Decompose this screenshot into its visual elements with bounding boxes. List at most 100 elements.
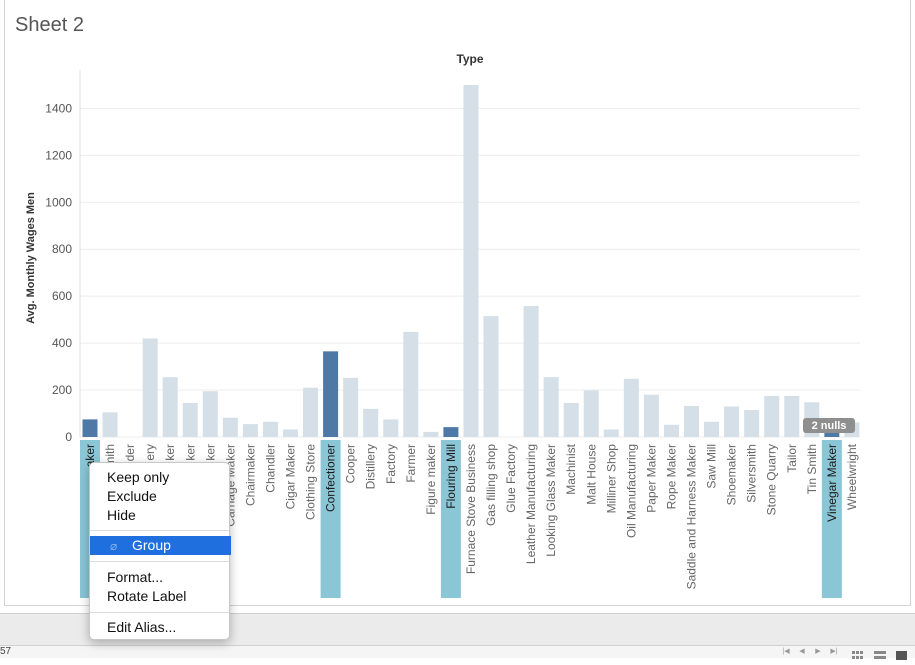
menu-hide[interactable]: Hide: [107, 507, 136, 523]
y-tick-label: 200: [52, 383, 72, 397]
bar: [684, 406, 699, 437]
x-tick-label: Silversmith: [745, 444, 759, 503]
selected-label-highlight: [821, 440, 842, 598]
bar: [643, 394, 659, 437]
filmstrip-view-icon[interactable]: [874, 647, 886, 659]
y-tick-label: 400: [52, 336, 72, 350]
menu-separator: [90, 530, 229, 531]
bar: [744, 410, 760, 437]
y-tick-label: 0: [65, 430, 72, 444]
x-tick-label: Wheelwright: [845, 443, 859, 510]
x-tick-label: ker: [183, 444, 197, 461]
bar: [623, 378, 639, 437]
bar: [443, 427, 459, 437]
menu-format[interactable]: Format...: [107, 569, 164, 585]
y-axis-label: Avg. Monthly Wages Men: [25, 192, 37, 324]
x-tick-label: Paper Maker: [644, 444, 658, 513]
x-tick-label: Distillery: [364, 444, 378, 489]
bar: [102, 412, 118, 437]
context-menu: Keep only Exclude Hide ⌀ Group Format... …: [89, 462, 231, 640]
bar: [403, 331, 419, 437]
bar: [784, 395, 800, 437]
menu-edit-alias[interactable]: Edit Alias...: [107, 619, 177, 635]
x-tick-label: Chandler: [263, 444, 277, 493]
bar: [383, 419, 399, 437]
menu-exclude[interactable]: Exclude: [107, 488, 157, 504]
bar: [523, 306, 539, 437]
bar: [724, 406, 740, 437]
bar: [82, 419, 98, 437]
sheet-title: Sheet 2: [15, 14, 84, 36]
last-page-icon[interactable]: ▶|: [830, 648, 838, 655]
x-tick-label: Machinist: [564, 443, 578, 494]
bar: [663, 424, 679, 437]
null-badge-text: 2 nulls: [812, 420, 847, 432]
x-tick-label: Glue Factory: [504, 444, 518, 513]
bar: [323, 351, 339, 437]
bar: [262, 421, 278, 437]
null-badge-bg: [803, 418, 855, 433]
next-page-icon[interactable]: ▶: [815, 648, 821, 655]
x-tick-label: Confectioner: [324, 444, 338, 512]
bar: [764, 395, 780, 437]
y-tick-label: 1400: [45, 101, 72, 115]
prev-page-icon[interactable]: ◀: [799, 648, 805, 655]
menu-keep-only[interactable]: Keep only: [107, 469, 170, 485]
x-tick-label: Leather Manufacturing: [524, 444, 538, 564]
x-tick-label: Rope Maker: [664, 444, 678, 509]
menu-group[interactable]: ⌀ Group: [90, 536, 231, 555]
x-tick-label: ker: [163, 444, 177, 461]
menu-rotate-label[interactable]: Rotate Label: [107, 588, 187, 604]
bar: [182, 402, 198, 437]
y-tick-label: 1200: [45, 148, 72, 162]
paperclip-icon: ⌀: [110, 539, 118, 553]
menu-separator: [90, 612, 229, 613]
x-tick-label: Tailor: [785, 444, 799, 473]
x-tick-label: Gas filling shop: [484, 444, 498, 526]
bar: [142, 338, 158, 437]
y-tick-label: 1000: [45, 195, 72, 209]
x-tick-label: aker: [83, 444, 97, 467]
single-view-icon[interactable]: [896, 647, 908, 660]
x-tick-label: Furnace Stove Business: [464, 444, 478, 574]
x-tick-label: Malt House: [584, 444, 598, 505]
x-tick-label: Tin Smith: [805, 444, 819, 494]
x-tick-label: Vinegar Maker: [825, 444, 839, 522]
x-tick-label: ker: [203, 444, 217, 461]
x-tick-label: Milliner Shop: [604, 444, 618, 514]
selected-label-highlight: [440, 440, 461, 598]
bar: [283, 429, 298, 437]
bar: [704, 421, 720, 437]
x-tick-label: Farmer: [404, 444, 418, 483]
first-page-icon[interactable]: |◀: [782, 648, 790, 655]
bar: [483, 316, 499, 437]
bar: [363, 408, 379, 437]
bottom-bar: [0, 645, 915, 658]
bar: [242, 424, 258, 437]
x-tick-label: Oil Manufacturing: [624, 444, 638, 538]
x-tick-label: Clothing Store: [304, 444, 318, 520]
null-indicator: 2 nulls: [803, 418, 855, 433]
bar: [222, 417, 238, 437]
bar: [162, 377, 178, 437]
bar-chart: 0 200 400 600 800 1000 1200 1400 Type Avg. Monthl…: [25, 52, 860, 598]
grid-view-icon[interactable]: [852, 647, 864, 659]
x-tick-label: mith: [103, 444, 117, 467]
menu-separator: [90, 561, 229, 562]
x-tick-label: Flouring Mill: [444, 444, 458, 509]
bar: [343, 377, 359, 437]
status-count: 57: [0, 646, 12, 657]
x-tick-label: Cooper: [344, 444, 358, 483]
x-tick-label: Shoemaker: [725, 444, 739, 505]
y-tick-label: 800: [52, 242, 72, 256]
x-tick-label: Stone Quarry: [765, 444, 779, 515]
chart-title: Type: [456, 52, 483, 66]
bar: [463, 84, 479, 437]
bar: [303, 387, 319, 437]
bar: [423, 431, 439, 437]
x-tick-label: Factory: [384, 444, 398, 484]
y-tick-label: 600: [52, 289, 72, 303]
x-tick-label: Cigar Maker: [284, 444, 298, 509]
bar: [202, 391, 218, 437]
x-tick-label: Figure maker: [424, 444, 438, 515]
